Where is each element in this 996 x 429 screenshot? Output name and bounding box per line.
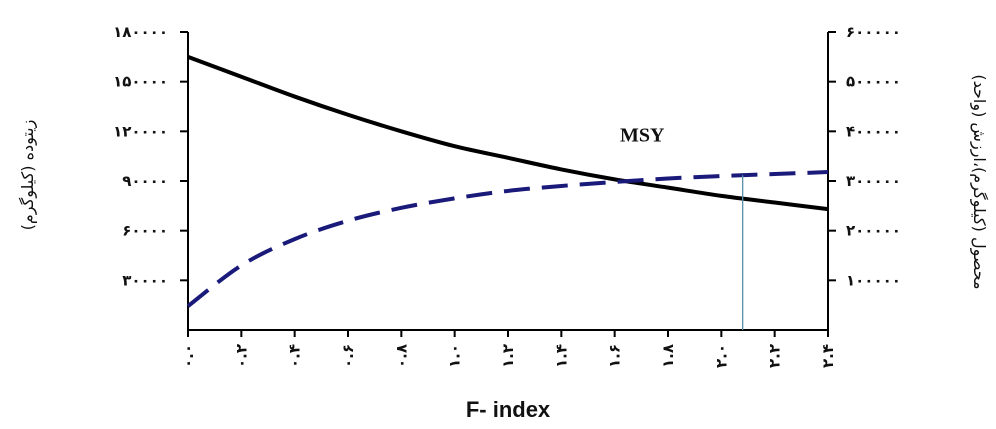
x-tick-labels: ۰.۰ ۰.۲ ۰.۴ ۰.۶ ۰.۸ ۱.۰ ۱.۲ ۱.۴ ۱.۶ ۱.۸ ۲.۰ ۲.۲ ۲.۴	[179, 344, 837, 368]
y-left-tick-label: ۹۰۰۰۰	[122, 172, 168, 190]
axes	[187, 32, 829, 331]
x-tick-label: ۱.۲	[499, 344, 517, 368]
y-right-tick-label: ۵۰۰۰۰۰	[846, 73, 901, 91]
y-left-tick-label: ۱۸۰۰۰۰	[113, 23, 168, 41]
y-right-tick-label: ۶۰۰۰۰۰	[846, 23, 901, 41]
x-tick-label: ۰.۶	[339, 344, 357, 368]
y-right-tick-labels: ۱۰۰۰۰۰ ۲۰۰۰۰۰ ۳۰۰۰۰۰ ۴۰۰۰۰۰ ۵۰۰۰۰۰ ۶۰۰۰۰۰	[846, 23, 901, 289]
y-right-tick-label: ۴۰۰۰۰۰	[846, 122, 901, 140]
y-right-tick-label: ۲۰۰۰۰۰	[846, 222, 901, 240]
x-tick-label: ۱.۶	[606, 344, 624, 368]
x-axis-title: F- index	[466, 397, 551, 422]
y-left-axis-title: (زیتوده (کیلوگرم	[18, 120, 38, 231]
series-line-yield-dashed	[186, 170, 829, 308]
x-tick-label: ۲.۴	[819, 344, 837, 368]
x-tick-label: ۰.۰	[179, 344, 197, 368]
x-tick-label: ۱.۴	[552, 344, 570, 368]
y-left-tick-labels: ۳۰۰۰۰ ۶۰۰۰۰ ۹۰۰۰۰ ۱۲۰۰۰۰ ۱۵۰۰۰۰ ۱۸۰۰۰۰	[113, 23, 168, 289]
y-left-tick-label: ۱۵۰۰۰۰	[113, 73, 168, 91]
y-right-axis-title: (محصول (کیلوگرم)،ارزش (واحد	[969, 74, 989, 289]
x-tick-label: ۱.۸	[659, 344, 677, 368]
x-tick-label: ۲.۲	[766, 344, 784, 368]
y-left-tick-label: ۶۰۰۰۰	[122, 222, 168, 240]
x-tick-label: ۱.۰	[446, 344, 464, 368]
x-tick-label: ۲.۰	[712, 344, 730, 368]
msy-annotation: MSY	[620, 125, 665, 147]
series-line-biomass-solid	[187, 54, 829, 212]
y-left-tick-label: ۱۲۰۰۰۰	[113, 122, 168, 140]
ticks	[180, 31, 836, 337]
y-left-tick-label: ۳۰۰۰۰	[122, 271, 168, 289]
x-tick-label: ۰.۲	[232, 344, 250, 368]
series-group	[186, 54, 829, 308]
y-right-tick-label: ۱۰۰۰۰۰	[846, 271, 901, 289]
x-tick-label: ۰.۸	[392, 344, 410, 368]
y-right-tick-label: ۳۰۰۰۰۰	[846, 172, 901, 190]
x-tick-label: ۰.۴	[286, 344, 304, 368]
